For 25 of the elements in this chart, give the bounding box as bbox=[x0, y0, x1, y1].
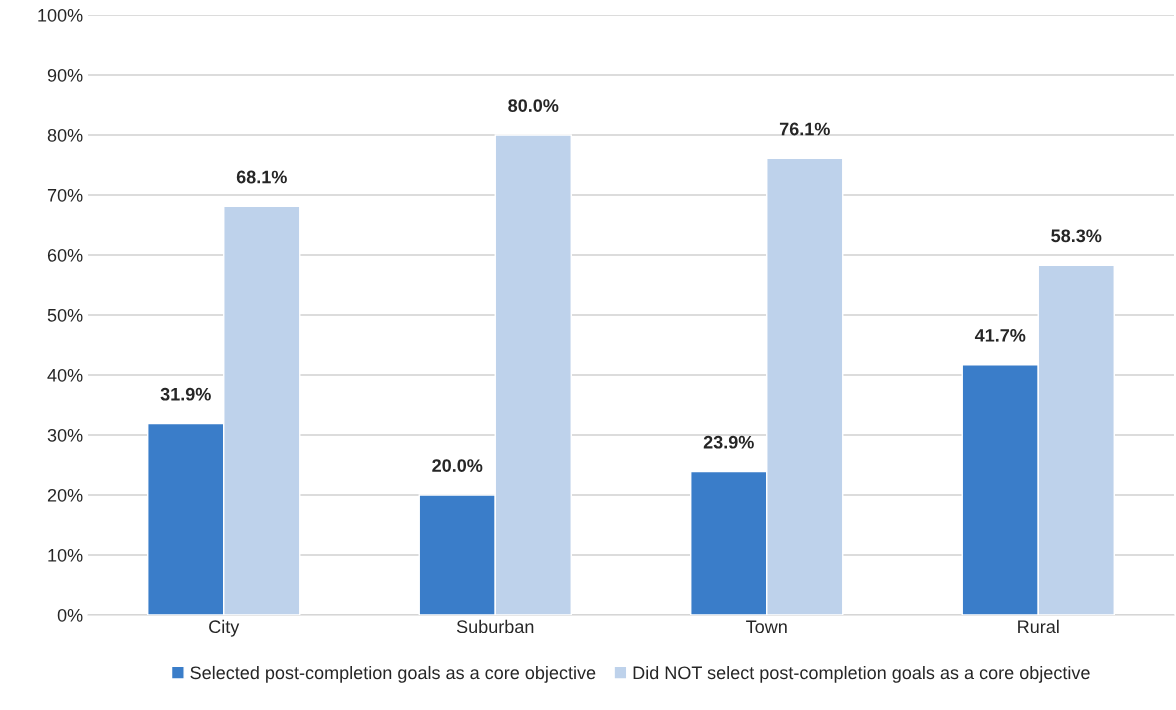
data-label: 76.1% bbox=[779, 122, 830, 136]
y-tick-label: 0% bbox=[57, 608, 83, 622]
data-label: 23.9% bbox=[703, 435, 754, 449]
y-tick-label: 20% bbox=[47, 488, 83, 502]
legend-label: Did NOT select post-completion goals as a core objective bbox=[633, 665, 1090, 683]
x-tick-label: Town bbox=[746, 620, 787, 634]
data-label: 41.7% bbox=[974, 329, 1026, 342]
y-tick-label: 50% bbox=[47, 308, 83, 322]
data-label: 31.9% bbox=[160, 387, 211, 401]
data-label: 58.3% bbox=[1051, 229, 1102, 243]
y-tick-label: 10% bbox=[48, 548, 83, 562]
data-label: 80.0% bbox=[508, 99, 559, 112]
y-tick-label: 80% bbox=[47, 128, 83, 142]
x-tick-label: City bbox=[209, 619, 240, 637]
y-tick-label: 90% bbox=[47, 68, 83, 82]
y-tick-label: 70% bbox=[47, 188, 83, 202]
y-tick-label: 100% bbox=[38, 8, 83, 22]
x-tick-label: Suburban bbox=[456, 619, 534, 634]
y-tick-label: 60% bbox=[47, 248, 83, 262]
x-tick-label: Rural bbox=[1018, 619, 1059, 634]
y-tick-label: 40% bbox=[47, 368, 83, 382]
legend-label: Selected post-completion goals as a core objective bbox=[190, 665, 596, 683]
data-label: 68.1% bbox=[236, 170, 287, 184]
y-tick-label: 30% bbox=[47, 428, 83, 442]
data-label: 20.0% bbox=[432, 459, 483, 472]
